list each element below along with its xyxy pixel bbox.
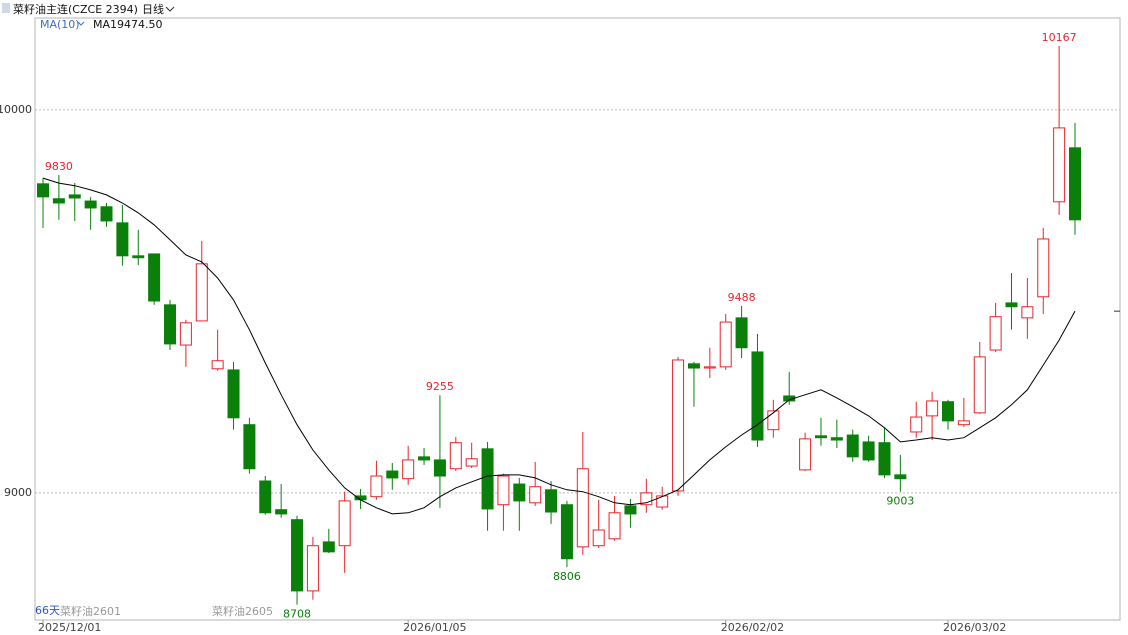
x-tick-label: 2026/02/02 [721,621,784,634]
candle-body [37,183,49,198]
candle-body [243,424,256,470]
x-tick-label: 2026/03/02 [943,621,1006,634]
chart-title[interactable]: 菜籽油主连(CZCE 2394) [13,2,138,16]
candle-body [84,200,97,209]
candle-body [910,416,923,433]
candle-body [799,438,812,471]
contract-label: 菜籽油2601 [60,604,121,618]
candle-body [767,410,780,431]
x-tick-label: 2026/01/05 [403,621,466,634]
candle-body [624,505,637,515]
low-label: 8806 [553,570,581,583]
candle-body [751,351,764,441]
candle-body [465,458,478,467]
candle-body [259,480,272,514]
candle-body [989,316,1002,351]
candle-body [576,468,589,548]
candle-body [862,441,875,461]
candle-body [1021,306,1034,319]
ma-line [42,177,1076,515]
candle-body [275,509,288,515]
candle-body [1053,127,1066,203]
candle-body [1069,147,1082,221]
candle-body [179,322,192,346]
candle-body [68,194,81,199]
candle-body [449,442,462,470]
candle-body [878,442,891,476]
menu-icon[interactable] [2,3,10,13]
high-label: 10167 [1042,31,1077,44]
dropdown-arrow[interactable] [165,6,175,12]
x-tick-label: 2025/12/01 [38,621,101,634]
candle-body [116,222,129,257]
dropdown-arrow[interactable] [77,21,85,26]
ma-readout-name: MA1 [93,18,117,31]
candle-body [687,363,700,369]
candle-body [132,255,145,259]
candle-body [545,489,558,513]
candle-body [592,529,605,547]
low-label: 8708 [283,608,311,621]
candle-body [227,369,240,419]
candle-body [338,500,351,547]
candle-body [148,253,161,302]
days-count: 66天 [35,604,60,617]
contract-label: 菜籽油2605 [212,604,273,618]
candle-body [973,356,986,414]
candle-body [735,317,748,349]
candle-body [846,434,859,458]
candle-body [640,492,653,506]
candle-body [926,400,939,417]
y-tick-label: 10000 [0,103,32,116]
candle-body [291,519,304,592]
candle-body [433,459,446,477]
candle-body [719,321,732,368]
candle-body [703,366,716,369]
candle-body [957,420,970,426]
candle-body [513,483,526,502]
ma-readout-value: 9474.50 [117,18,163,31]
high-label: 9830 [45,160,73,173]
candle-body [52,198,65,204]
candle-body [560,504,573,560]
candle-body [402,459,415,480]
candle-body [418,456,431,461]
candle-body [608,512,621,540]
indicator-name[interactable]: MA(10) [40,18,80,31]
high-label: 9488 [728,291,756,304]
plot-frame [34,17,1121,621]
y-tick-label: 9000 [4,486,32,499]
candle-body [370,475,383,498]
candle-body [386,470,399,479]
low-label: 9003 [886,495,914,508]
candle-body [100,206,113,222]
candle-body [1037,238,1050,298]
candle-body [830,437,843,441]
candle-body [322,541,335,553]
candle-body [656,495,669,508]
candle-body [306,545,319,592]
candle-body [894,474,907,480]
candle-body [672,359,685,492]
candle-body [814,435,827,439]
period-selector[interactable]: 日线 [142,2,164,16]
candle-body [211,360,224,370]
candle-body [941,401,954,422]
candle-body [497,475,510,506]
candle-body [529,486,542,504]
candle-body [164,304,177,345]
candle-body [481,448,494,510]
candle-body [1005,302,1018,308]
high-label: 9255 [426,380,454,393]
candle-body [195,263,208,322]
